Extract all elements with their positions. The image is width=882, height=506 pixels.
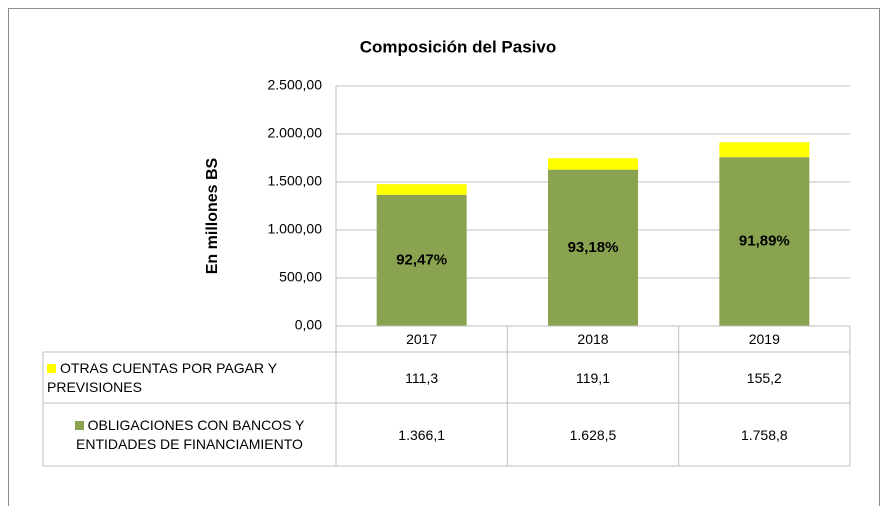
y-axis-label: En millones BS (204, 157, 221, 274)
legend-text: OTRAS CUENTAS POR PAGAR Y PREVISIONES (47, 359, 317, 397)
x-tick-label: 2018 (577, 331, 609, 347)
legend-key (47, 364, 56, 374)
data-table-value: 111,3 (405, 369, 439, 386)
bar-segment (376, 194, 467, 326)
legend-label: OTRAS CUENTAS POR PAGAR Y PREVISIONES (47, 359, 277, 395)
percent-label: 91,89% (739, 233, 790, 250)
frame (8, 8, 880, 506)
legend-text: OBLIGACIONES CON BANCOS Y ENTIDADES DE F… (47, 416, 332, 454)
x-tick-label: 2017 (406, 331, 438, 347)
legend-entry: OTRAS CUENTAS POR PAGAR Y PREVISIONES (43, 352, 336, 403)
data-table-value: 1.366,1 (398, 426, 446, 443)
bar-segment (548, 169, 638, 326)
data-table-value: 1.758,8 (740, 426, 788, 443)
data-table-value: 119,1 (575, 369, 610, 386)
y-tick-label: 500,00 (279, 269, 322, 285)
bar-segment (548, 158, 638, 170)
y-tick-label: 1.500,00 (268, 173, 323, 189)
legend-entry: OBLIGACIONES CON BANCOS Y ENTIDADES DE F… (43, 403, 336, 466)
bar-segment (376, 184, 467, 195)
legend-key (74, 421, 84, 431)
y-tick-label: 2.000,00 (268, 125, 323, 141)
y-tick-label: 2.500,00 (268, 77, 323, 93)
legend-label: OBLIGACIONES CON BANCOS Y ENTIDADES DE F… (76, 416, 305, 452)
percent-label: 92,47% (396, 251, 447, 268)
y-tick-label: 1.000,00 (268, 221, 323, 237)
x-tick-label: 2019 (748, 331, 780, 347)
bar-segment (719, 157, 810, 326)
data-table-value: 1.628,5 (569, 426, 617, 443)
percent-label: 93,18% (568, 239, 619, 256)
bar-segment (719, 142, 810, 158)
data-table-value: 155,2 (746, 369, 782, 386)
y-tick-label: 0,00 (295, 317, 322, 333)
chart-title: Composición del Pasivo (360, 37, 557, 56)
